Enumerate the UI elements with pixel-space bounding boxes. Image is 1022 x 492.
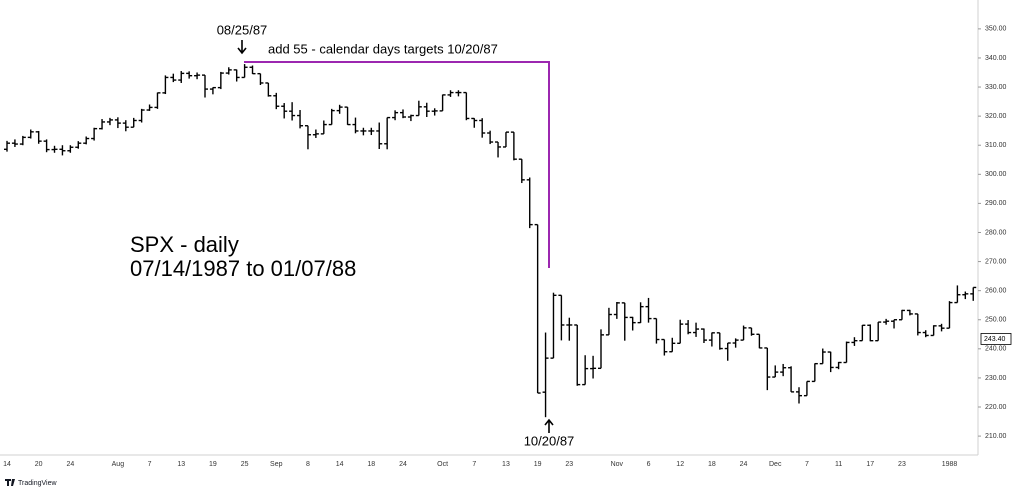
annotation: 08/25/87: [217, 22, 268, 37]
y-tick-label: 260.00: [985, 288, 1007, 295]
y-tick-label: 310.00: [985, 142, 1007, 149]
x-tick-label: 24: [66, 461, 74, 468]
y-tick-label: 290.00: [985, 200, 1007, 207]
x-tick-label: 11: [835, 461, 842, 468]
arrow: [237, 40, 247, 55]
x-tick-label: 18: [367, 461, 375, 468]
x-tick-label: Nov: [611, 461, 624, 468]
y-tick-label: 280.00: [985, 229, 1007, 236]
x-tick-label: 23: [565, 461, 573, 468]
x-tick-label: 14: [336, 461, 344, 468]
x-tick-label: 6: [647, 461, 651, 468]
x-tick-label: 14: [3, 461, 11, 468]
y-tick-label: 340.00: [985, 55, 1007, 62]
x-tick-label: 8: [306, 461, 310, 468]
logo-mark: [5, 479, 15, 486]
y-tick-label: 320.00: [985, 113, 1007, 120]
price-marker: [980, 333, 1012, 345]
annotation: SPX - daily: [130, 232, 239, 257]
x-tick-label: 18: [708, 461, 716, 468]
x-tick-label: 13: [502, 461, 510, 468]
annotation: 10/20/87: [524, 433, 575, 448]
y-tick-label: 230.00: [985, 375, 1007, 382]
price-label: 243.40: [984, 336, 1006, 343]
x-tick-label: 24: [399, 461, 407, 468]
x-tick-label: 7: [148, 461, 152, 468]
y-tick-label: 350.00: [985, 26, 1007, 33]
y-tick-label: 250.00: [985, 317, 1007, 324]
x-tick-label: Dec: [769, 461, 782, 468]
x-tick-label: 7: [805, 461, 809, 468]
x-tick-label: Oct: [437, 461, 448, 468]
y-tick-label: 240.00: [985, 346, 1007, 353]
x-tick-label: 19: [534, 461, 542, 468]
y-tick-label: 220.00: [985, 404, 1007, 411]
x-tick-label: Aug: [112, 461, 125, 468]
x-tick-label: 13: [177, 461, 185, 468]
y-tick-label: 300.00: [985, 171, 1007, 178]
y-tick-label: 330.00: [985, 84, 1007, 91]
x-tick-label: 24: [740, 461, 748, 468]
footer: TradingView: [18, 480, 57, 487]
logo: TradingView: [5, 479, 57, 487]
x-tick-label: 17: [866, 461, 874, 468]
x-tick-label: 20: [35, 461, 43, 468]
annotation: add 55 - calendar days targets 10/20/87: [268, 41, 498, 56]
target-line: [244, 61, 550, 268]
x-tick-label: 7: [472, 461, 476, 468]
x-tick-label: 19: [209, 461, 217, 468]
annotation: 07/14/1987 to 01/07/88: [130, 256, 356, 281]
y-tick-label: 270.00: [985, 258, 1007, 265]
arrow: [544, 418, 554, 433]
x-tick-label: 25: [241, 461, 249, 468]
x-tick-label: 1988: [942, 461, 958, 468]
x-tick-label: 23: [898, 461, 906, 468]
x-tick-label: Sep: [270, 461, 283, 468]
x-tick-label: 12: [676, 461, 684, 468]
y-tick-label: 210.00: [985, 433, 1007, 440]
